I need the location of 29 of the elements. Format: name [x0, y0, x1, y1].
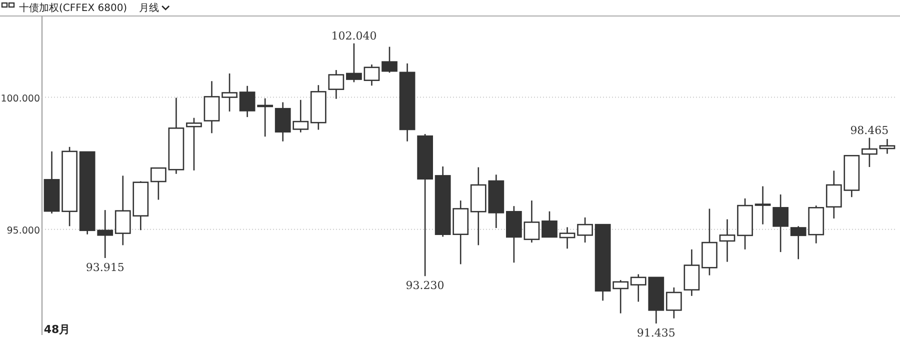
candlestick [524, 200, 540, 244]
candlestick [754, 186, 771, 225]
candlestick [239, 85, 256, 118]
annotation: 102.040 [331, 29, 377, 42]
candlestick [719, 218, 736, 262]
y-tick-label: 95.000 [6, 225, 40, 236]
candlestick [346, 42, 362, 83]
annotation: 93.230 [406, 279, 444, 292]
candlestick [879, 138, 896, 154]
x-tick-label: 48月 [44, 323, 70, 336]
candlestick [257, 98, 274, 138]
chart-title: 十债加权(CFFEX 6800) [19, 2, 128, 14]
candlestick [150, 167, 166, 200]
candlestick [382, 46, 398, 74]
candlestick [666, 286, 682, 320]
chart-subtitle: 月线 [139, 2, 160, 14]
candlestick [772, 194, 789, 253]
y-tick-label: 100.000 [0, 93, 40, 104]
annotation: 91.435 [636, 326, 676, 339]
annotation: 93.915 [86, 260, 124, 274]
candlestick [328, 69, 344, 100]
candlestick [364, 64, 380, 86]
candlestick [862, 137, 878, 168]
candlestick [542, 210, 558, 238]
candlestick [186, 117, 202, 172]
candlestick [222, 72, 238, 112]
candlestick [577, 216, 593, 244]
candlestick [559, 226, 576, 250]
annotation: 98.465 [850, 124, 889, 137]
